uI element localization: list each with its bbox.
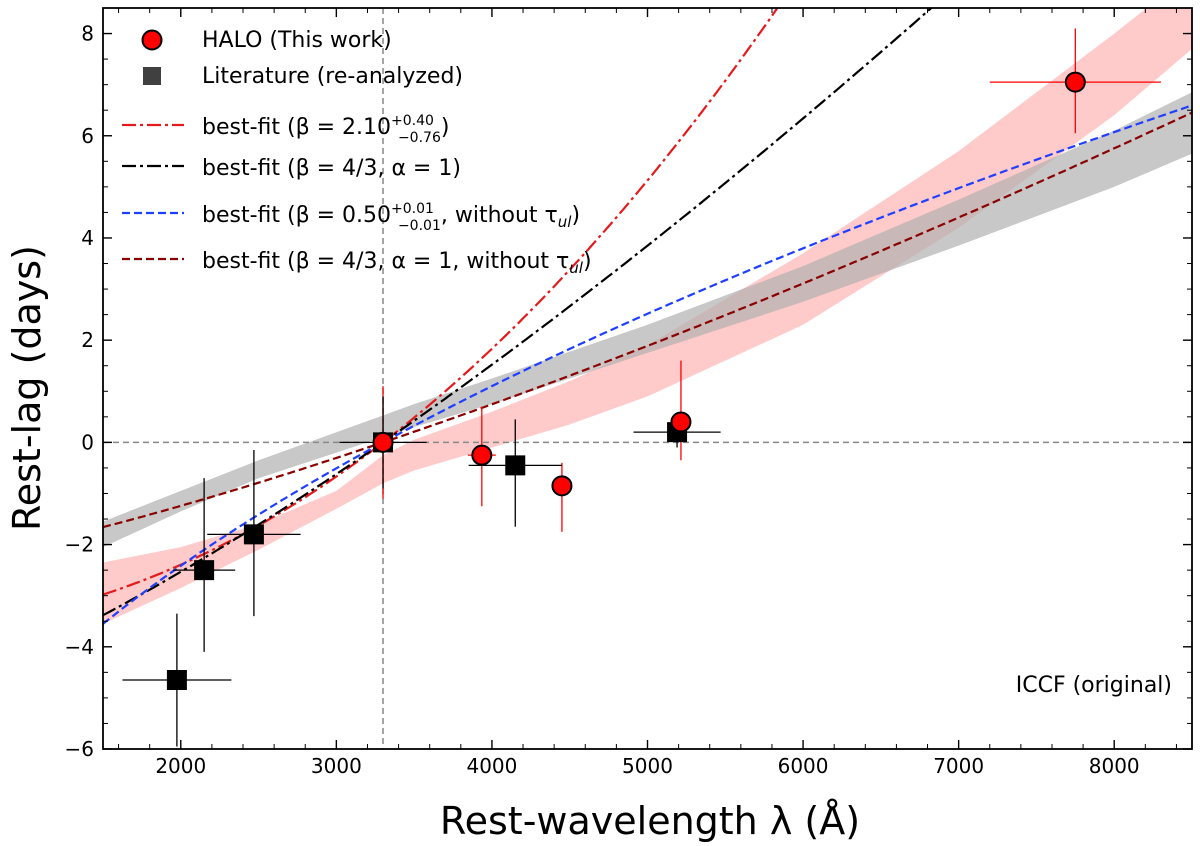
y-tick-label: 8 [81, 22, 94, 46]
x-tick-label: 4000 [466, 754, 517, 778]
legend-entry-halo: HALO (This work) [141, 28, 392, 53]
legend-label: HALO (This work) [202, 28, 392, 53]
legend-entry-lit: Literature (re-analyzed) [143, 64, 463, 89]
fit-line-fit_darkred [103, 111, 1192, 529]
legend-label: best-fit (β = 4/3, α = 1) [202, 156, 461, 181]
legend-literature-marker [143, 67, 161, 85]
x-tick-label: 8000 [1089, 754, 1140, 778]
legend-entry-fit_darkred: best-fit (β = 4/3, α = 1, without τul) [122, 249, 592, 277]
y-tick-label: −2 [65, 533, 94, 557]
annotation-iccf: ICCF (original) [1016, 673, 1172, 698]
literature-point [166, 670, 187, 691]
legend-halo-marker [141, 29, 163, 51]
fit-line-fit_black [103, 8, 933, 617]
x-tick-label: 2000 [155, 754, 206, 778]
y-axis-label: Rest-lag (days) [5, 245, 49, 531]
legend-label: best-fit (β = 2.10+0.40 −0.76) [202, 113, 449, 146]
data-markers [166, 71, 1086, 691]
literature-point [505, 455, 526, 476]
y-tick-label: 4 [81, 226, 94, 250]
fit-line-fit_blue [103, 104, 1192, 625]
legend-label: best-fit (β = 0.50+0.01 −0.01, without τu… [202, 201, 580, 234]
halo-point [670, 411, 692, 433]
legend-entry-fit_black: best-fit (β = 4/3, α = 1) [122, 156, 461, 181]
legend-label: best-fit (β = 4/3, α = 1, without τul) [202, 249, 592, 277]
halo-point [372, 431, 394, 453]
literature-point [194, 560, 215, 581]
legend-entry-fit_blue: best-fit (β = 0.50+0.01 −0.01, without τu… [122, 201, 580, 234]
x-tick-label: 3000 [311, 754, 362, 778]
legend-entry-fit_red: best-fit (β = 2.10+0.40 −0.76) [122, 113, 449, 146]
x-axis-label: Rest-wavelength λ (Å) [440, 799, 860, 843]
axis-ticks: 2000 3000 4000 5000 6000 7000 8000 −6 −4 −2 0 2 4 6 8 [65, 8, 1192, 778]
halo-point [551, 475, 573, 497]
fit-line-fit_red [103, 8, 779, 596]
halo-point [471, 444, 493, 466]
y-tick-label: 6 [81, 124, 94, 148]
fit-curves [103, 8, 1192, 625]
y-tick-label: 2 [81, 328, 94, 352]
legend-label: Literature (re-analyzed) [202, 64, 463, 89]
literature-point [243, 524, 264, 545]
x-tick-label: 5000 [622, 754, 673, 778]
band-fit_red [103, 8, 1192, 624]
confidence-bands [103, 8, 1192, 624]
y-tick-label: −4 [65, 635, 94, 659]
y-tick-label: −6 [65, 737, 94, 761]
x-tick-label: 6000 [778, 754, 829, 778]
halo-point [1064, 71, 1086, 93]
y-tick-label: 0 [81, 430, 94, 454]
x-tick-label: 7000 [933, 754, 984, 778]
reference-lines [103, 8, 1192, 749]
legend: HALO (This work) Literature (re-analyzed)… [122, 28, 592, 277]
